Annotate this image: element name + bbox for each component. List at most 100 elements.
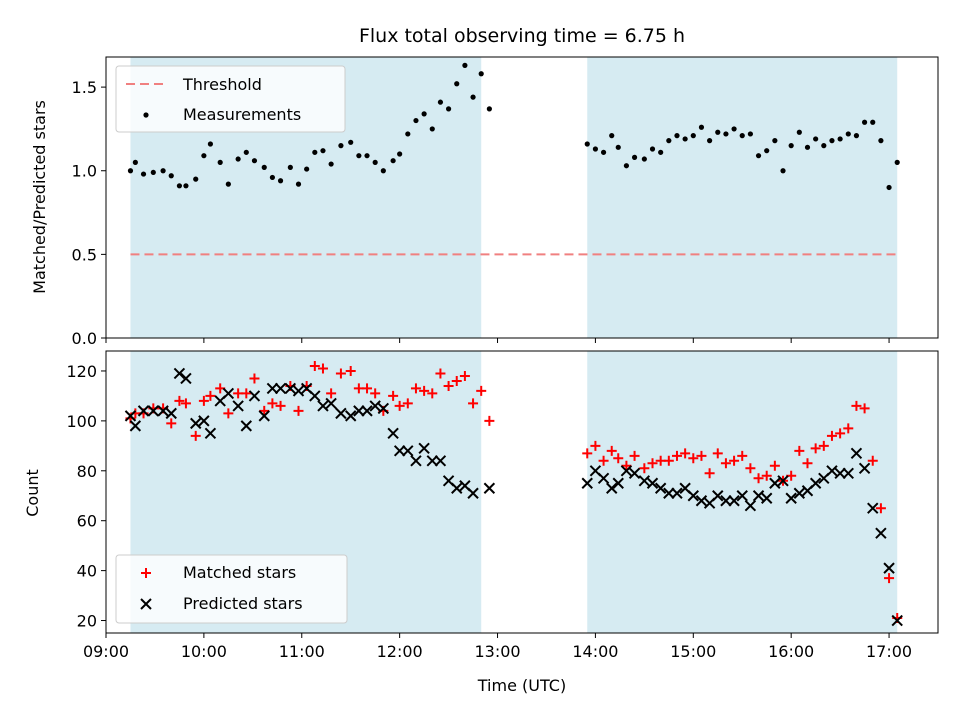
- data-point: [886, 184, 892, 191]
- data-point: [380, 168, 386, 174]
- data-point: [891, 614, 903, 627]
- data-point: [818, 440, 829, 451]
- data-point: [217, 159, 223, 165]
- data-point: [615, 144, 621, 150]
- data-point: [598, 455, 609, 466]
- legend-threshold-label: Threshold: [182, 75, 262, 94]
- data-point: [468, 398, 479, 409]
- x-tick-label: 14:00: [572, 642, 618, 661]
- data-point: [325, 397, 337, 410]
- y-tick-label: 0.5: [72, 245, 97, 264]
- legend-matched-label: Matched stars: [183, 563, 296, 582]
- data-point: [157, 405, 169, 417]
- data-point: [744, 500, 757, 512]
- data-point: [867, 502, 879, 514]
- data-point: [443, 380, 454, 391]
- data-point: [731, 126, 737, 132]
- data-point: [853, 133, 860, 139]
- data-point: [680, 448, 691, 459]
- data-point: [198, 415, 210, 427]
- data-point: [259, 405, 270, 416]
- data-point: [292, 385, 305, 397]
- data-point: [361, 405, 373, 417]
- data-point: [429, 126, 435, 132]
- data-point: [826, 465, 838, 477]
- data-point: [476, 385, 487, 396]
- data-point: [736, 490, 748, 502]
- data-point: [821, 143, 827, 149]
- data-point: [287, 164, 293, 170]
- data-point: [875, 503, 886, 514]
- legend-predicted-swatch: [140, 598, 152, 610]
- data-point: [137, 405, 150, 417]
- data-point: [312, 149, 318, 155]
- data-point: [584, 141, 590, 147]
- data-point: [335, 407, 347, 420]
- data-point: [698, 124, 705, 130]
- data-point: [712, 448, 723, 459]
- data-point: [794, 445, 805, 456]
- data-point: [620, 465, 633, 477]
- data-point: [647, 458, 658, 469]
- data-point: [390, 158, 396, 164]
- data-point: [753, 473, 764, 484]
- data-point: [198, 395, 209, 406]
- data-point: [695, 495, 708, 507]
- legend-box: [115, 554, 348, 624]
- data-point: [484, 415, 495, 426]
- data-point: [183, 183, 189, 189]
- data-point: [878, 138, 884, 144]
- data-point: [387, 427, 399, 440]
- data-point: [205, 390, 216, 401]
- data-point: [641, 156, 647, 162]
- data-point: [612, 477, 624, 489]
- data-point: [193, 176, 199, 182]
- data-point: [875, 527, 887, 539]
- data-point: [658, 149, 664, 155]
- data-point: [666, 138, 672, 144]
- data-point: [788, 143, 794, 149]
- data-point: [712, 490, 724, 502]
- data-point: [486, 106, 492, 112]
- y-tick-label: 80: [77, 462, 97, 481]
- data-point: [772, 138, 778, 144]
- data-point: [696, 450, 707, 461]
- legend-matched-swatch: [141, 568, 151, 578]
- data-point: [454, 81, 460, 87]
- chart-title: Flux total observing time = 6.75 h: [359, 25, 685, 47]
- x-tick-label: 10:00: [181, 642, 227, 661]
- data-point: [628, 467, 641, 479]
- data-point: [174, 395, 185, 406]
- data-point: [884, 573, 895, 584]
- data-point: [335, 368, 346, 379]
- data-point: [132, 159, 138, 165]
- data-point: [629, 450, 640, 461]
- data-point: [769, 460, 780, 471]
- data-point: [320, 148, 326, 154]
- legend-measurements-swatch: [143, 112, 149, 118]
- y-tick-label: 40: [77, 562, 97, 581]
- data-point: [356, 153, 362, 159]
- data-point: [451, 375, 462, 386]
- data-point: [687, 490, 700, 502]
- bottom-legend: Matched stars Predicted stars: [115, 554, 348, 624]
- data-point: [293, 405, 304, 416]
- data-point: [747, 131, 753, 137]
- data-point: [704, 468, 715, 479]
- legend-measurements-label: Measurements: [183, 105, 301, 124]
- top-legend: Threshold Measurements: [115, 65, 346, 133]
- data-point: [600, 149, 607, 155]
- data-point: [835, 428, 846, 439]
- data-point: [646, 477, 659, 489]
- data-point: [592, 146, 599, 152]
- y-tick-label: 120: [66, 362, 97, 381]
- data-point: [223, 408, 234, 419]
- data-point: [623, 163, 630, 169]
- data-point: [707, 138, 713, 144]
- data-point: [639, 463, 650, 474]
- data-point: [462, 62, 468, 68]
- data-point: [369, 400, 381, 412]
- data-point: [345, 365, 356, 376]
- data-point: [394, 400, 405, 411]
